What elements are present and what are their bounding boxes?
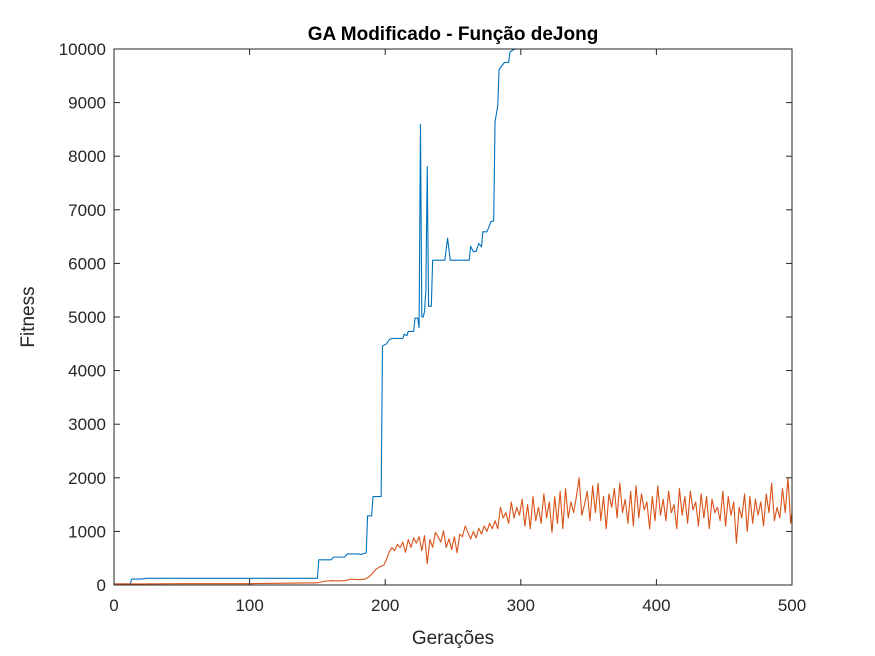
- x-tick-label: 100: [235, 596, 263, 615]
- y-tick-label: 2000: [68, 469, 106, 488]
- x-axis-label: Gerações: [412, 628, 494, 649]
- plot-area: [114, 49, 792, 585]
- ticks-layer: 0 100 200 300 400 500010002000300040005000600…: [59, 40, 806, 615]
- series-line-2: [114, 477, 793, 585]
- y-tick-label: 10000: [59, 40, 106, 59]
- series-line-1: [114, 48, 792, 585]
- y-tick-label: 3000: [68, 415, 106, 434]
- x-tick-label: 400: [642, 596, 670, 615]
- y-tick-label: 1000: [68, 522, 106, 541]
- y-tick-label: 0: [97, 576, 106, 595]
- y-tick-label: 8000: [68, 147, 106, 166]
- x-tick-label: 200: [371, 596, 399, 615]
- chart-title: GA Modificado - Função deJong: [308, 24, 599, 45]
- series-layer: [114, 48, 793, 585]
- y-tick-label: 4000: [68, 362, 106, 381]
- y-tick-label: 7000: [68, 201, 106, 220]
- x-tick-label: 500: [778, 596, 806, 615]
- y-tick-label: 9000: [68, 94, 106, 113]
- y-tick-label: 6000: [68, 254, 106, 273]
- y-axis-label: Fitness: [18, 286, 39, 347]
- x-tick-label: 0: [109, 596, 118, 615]
- x-tick-label: 300: [507, 596, 535, 615]
- y-tick-label: 5000: [68, 308, 106, 327]
